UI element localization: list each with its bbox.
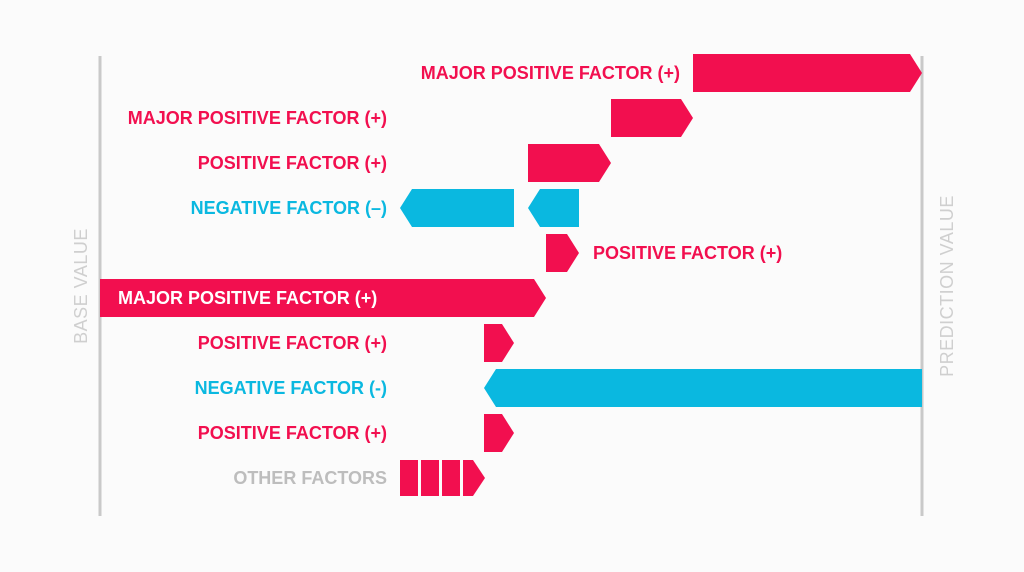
factor-bar-6	[100, 279, 546, 317]
factor-bar-2	[611, 99, 693, 137]
factor-bar-4b	[528, 189, 579, 227]
factor-label-7: POSITIVE FACTOR (+)	[198, 333, 387, 353]
factor-label-2: MAJOR POSITIVE FACTOR (+)	[128, 108, 387, 128]
factor-label-1: MAJOR POSITIVE FACTOR (+)	[421, 63, 680, 83]
factor-label-10: OTHER FACTORS	[233, 468, 387, 488]
factor-bar-3	[528, 144, 611, 182]
other-factors-segment-3	[442, 460, 460, 496]
factor-bar-4a	[400, 189, 514, 227]
factor-label-9: POSITIVE FACTOR (+)	[198, 423, 387, 443]
factor-label-3: POSITIVE FACTOR (+)	[198, 153, 387, 173]
factor-label-6: MAJOR POSITIVE FACTOR (+)	[118, 288, 377, 308]
prediction-value-label: PREDICTION VALUE	[937, 195, 957, 377]
other-factors-segment-2	[421, 460, 439, 496]
factor-bar-5	[546, 234, 579, 272]
base-value-label: BASE VALUE	[71, 228, 91, 344]
factor-bar-9	[484, 414, 514, 452]
factor-label-8: NEGATIVE FACTOR (-)	[195, 378, 387, 398]
other-factors-segment-4	[463, 460, 485, 496]
factor-bar-1	[693, 54, 922, 92]
factor-bar-8	[484, 369, 922, 407]
factor-label-4: NEGATIVE FACTOR (–)	[191, 198, 387, 218]
factor-bar-7	[484, 324, 514, 362]
other-factors-segment-1	[400, 460, 418, 496]
factor-label-5: POSITIVE FACTOR (+)	[593, 243, 782, 263]
